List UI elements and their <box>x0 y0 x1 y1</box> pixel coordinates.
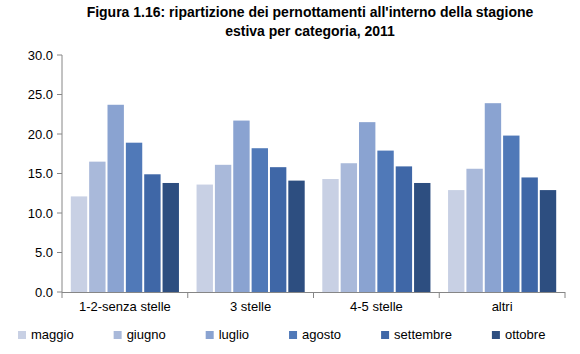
y-tick-label: 15.0 <box>28 166 53 181</box>
bar <box>540 190 556 292</box>
chart-title: Figura 1.16: ripartizione dei pernottame… <box>80 3 540 41</box>
y-tick-label: 10.0 <box>28 206 53 221</box>
y-tick <box>57 292 62 293</box>
bar <box>448 190 464 292</box>
bar <box>252 148 268 292</box>
bar <box>270 167 286 292</box>
bar <box>359 122 375 292</box>
bar <box>341 163 357 292</box>
legend-swatch <box>114 331 122 339</box>
chart-container: Figura 1.16: ripartizione dei pernottame… <box>0 0 580 354</box>
x-tick <box>565 292 566 298</box>
bar <box>396 166 412 292</box>
y-tick <box>57 173 62 174</box>
legend-swatch <box>18 331 26 339</box>
bar <box>89 162 105 292</box>
bar <box>126 143 142 292</box>
bar <box>233 121 249 292</box>
legend-label: ottobre <box>505 327 545 342</box>
y-tick <box>57 134 62 135</box>
legend-label: giugno <box>127 327 166 342</box>
x-tick-label: 3 stelle <box>230 299 271 314</box>
x-tick <box>439 292 440 298</box>
y-tick-label: 20.0 <box>28 127 53 142</box>
bar <box>197 185 213 292</box>
legend-swatch <box>381 331 389 339</box>
y-tick <box>57 213 62 214</box>
legend: maggio giugno luglio agosto settembre ottobre <box>18 327 545 342</box>
bar <box>288 181 304 292</box>
bars <box>71 103 556 292</box>
x-tick <box>313 292 314 298</box>
x-tick <box>62 292 63 298</box>
bar <box>521 177 537 292</box>
y-tick <box>57 252 62 253</box>
bar <box>503 136 519 292</box>
x-tick-label: altri <box>492 299 513 314</box>
bar <box>414 183 430 292</box>
legend-label: agosto <box>302 327 341 342</box>
y-tick <box>57 94 62 95</box>
y-tick-label: 0.0 <box>35 285 53 300</box>
bar <box>163 183 179 292</box>
legend-swatch <box>492 331 500 339</box>
legend-label: luglio <box>219 327 249 342</box>
bar <box>485 103 501 292</box>
legend-swatch <box>206 331 214 339</box>
bar <box>71 196 87 292</box>
x-tick-label: 1-2-senza stelle <box>79 299 171 314</box>
legend-label: settembre <box>394 327 452 342</box>
bar <box>322 179 338 292</box>
x-tick-label: 4-5 stelle <box>350 299 403 314</box>
bar <box>144 174 160 292</box>
bar <box>108 105 124 292</box>
bar <box>466 169 482 292</box>
y-tick-label: 5.0 <box>35 245 53 260</box>
bar <box>377 151 393 292</box>
y-tick <box>57 55 62 56</box>
x-tick <box>187 292 188 298</box>
y-tick-label: 30.0 <box>28 48 53 63</box>
legend-label: maggio <box>31 327 74 342</box>
chart-svg: 0.0 5.0 10.0 15.0 20.0 25.0 30.0 1-2-senza stel… <box>0 0 580 354</box>
y-tick-label: 25.0 <box>28 87 53 102</box>
legend-swatch <box>289 331 297 339</box>
bar <box>215 165 231 292</box>
